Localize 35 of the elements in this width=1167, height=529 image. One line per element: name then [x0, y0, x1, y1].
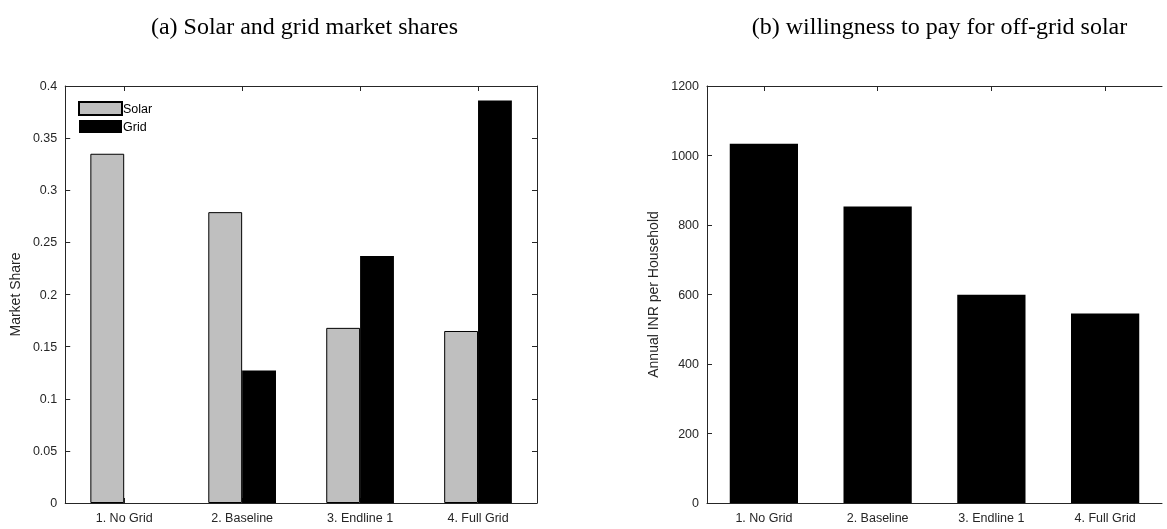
x-tick-label: 1. No Grid: [735, 510, 793, 525]
y-axis-title: Annual INR per Household: [645, 211, 662, 378]
x-tick-label: 2. Baseline: [846, 510, 909, 525]
y-tick-label: 200: [678, 426, 700, 441]
y-tick-label: 0: [50, 496, 58, 510]
y-tick-label: 0.35: [32, 131, 58, 146]
y-tick-label: 0.05: [32, 443, 58, 458]
y-tick-label: 0.2: [39, 287, 58, 302]
x-tick-label: 2. Baseline: [211, 510, 274, 525]
bar: [729, 143, 798, 503]
y-tick-label: 0.3: [39, 183, 58, 198]
legend-label: Grid: [123, 119, 147, 134]
y-tick-label: 1200: [671, 79, 700, 93]
y-tick-label: 0: [692, 496, 700, 510]
bar: [843, 206, 912, 503]
chart-title: (b) willingness to pay for off-grid solar: [751, 13, 1128, 39]
x-tick-label: 4. Full Grid: [1074, 510, 1136, 525]
x-tick-label: 4. Full Grid: [447, 510, 509, 525]
bar: [957, 294, 1026, 503]
y-tick-label: 0.1: [39, 391, 58, 406]
y-tick-label: 0.4: [39, 79, 58, 93]
y-tick-label: 0.15: [32, 339, 58, 354]
legend-label: Solar: [123, 101, 153, 116]
y-tick-label: 1000: [671, 148, 700, 163]
x-tick-label: 3. Endline 1: [958, 510, 1025, 525]
bar: [1071, 313, 1140, 503]
bar: [90, 153, 125, 503]
y-tick-label: 600: [678, 287, 700, 302]
y-axis-title: Market Share: [7, 252, 23, 337]
y-tick-label: 800: [678, 218, 700, 232]
y-tick-label: 0.25: [32, 235, 58, 250]
chart-title: (a) Solar and grid market shares: [150, 13, 459, 39]
y-tick-label: 400: [678, 357, 700, 371]
x-tick-label: 1. No Grid: [95, 510, 153, 525]
x-tick-label: 3. Endline 1: [327, 510, 394, 525]
